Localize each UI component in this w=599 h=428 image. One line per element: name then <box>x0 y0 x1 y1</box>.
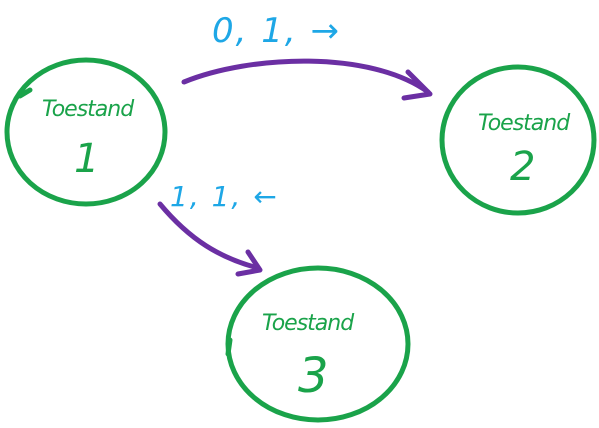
state-1-circle-tail <box>17 87 33 99</box>
transition-1-to-3: 1, 1, ← <box>157 180 279 277</box>
state-1-label: Toestand <box>42 97 135 122</box>
state-2-circle <box>439 64 597 216</box>
transition-1-to-2: 0, 1, → <box>181 11 433 101</box>
transition-1-to-2-label: 0, 1, → <box>212 11 341 51</box>
transition-1-to-3-arrow <box>157 201 261 271</box>
state-2-label: Toestand <box>478 111 571 136</box>
transition-1-to-2-arrow <box>181 58 431 95</box>
state-3-circle-tail <box>225 337 233 357</box>
state-3-number: 3 <box>298 348 329 404</box>
transition-1-to-3-label: 1, 1, ← <box>170 180 279 213</box>
state-2: Toestand 2 <box>439 64 597 216</box>
transition-1-to-2-arrowhead <box>401 69 433 101</box>
state-1-circle <box>4 57 168 207</box>
state-3-label: Toestand <box>262 311 355 336</box>
state-3: Toestand 3 <box>225 265 411 423</box>
state-2-number: 2 <box>510 144 535 190</box>
state-1-number: 1 <box>74 136 99 182</box>
state-1: Toestand 1 <box>4 57 168 207</box>
transition-1-to-3-arrowhead <box>235 249 263 277</box>
